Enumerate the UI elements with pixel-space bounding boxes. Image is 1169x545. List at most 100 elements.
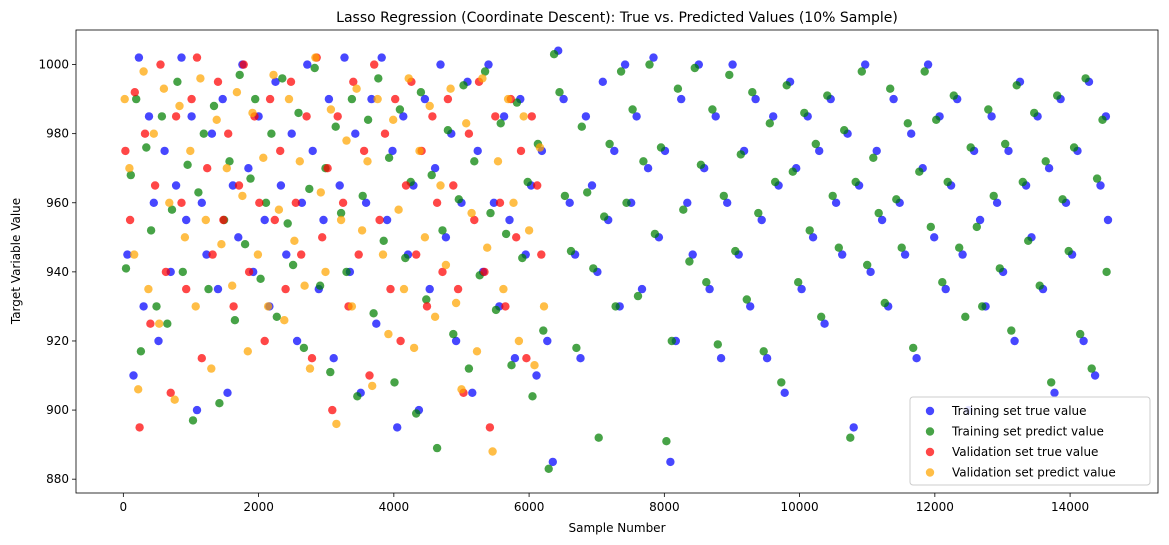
data-point [194, 188, 203, 197]
data-point [197, 354, 206, 363]
data-point [305, 184, 314, 194]
y-tick-label: 960 [46, 196, 69, 210]
data-point [1010, 336, 1019, 346]
data-point [889, 94, 898, 104]
data-point [1087, 364, 1096, 373]
data-point [299, 343, 309, 353]
data-point [300, 281, 309, 290]
data-point [441, 260, 451, 270]
data-point [594, 433, 603, 442]
data-point [386, 284, 395, 294]
data-point [702, 278, 711, 287]
data-point [620, 60, 630, 69]
data-point [583, 188, 592, 197]
data-point [123, 250, 132, 259]
data-point [711, 112, 720, 121]
data-point [762, 354, 772, 363]
data-point [144, 284, 153, 294]
data-point [514, 336, 524, 346]
data-point [886, 84, 895, 93]
data-point [251, 94, 260, 104]
data-point [178, 267, 187, 277]
data-point [342, 267, 351, 277]
data-point [849, 423, 858, 432]
data-point [152, 302, 161, 311]
data-point [1004, 146, 1013, 156]
data-point [1001, 139, 1010, 149]
data-point [260, 215, 269, 225]
data-point [276, 181, 286, 190]
data-point [329, 354, 338, 363]
data-point [581, 112, 591, 121]
data-point [354, 250, 363, 259]
data-point [203, 164, 212, 173]
data-point [318, 233, 327, 242]
data-point [373, 94, 382, 104]
data-point [349, 77, 358, 87]
data-point [234, 181, 244, 190]
data-point [201, 215, 210, 225]
data-point [182, 215, 191, 225]
x-tick-label: 4000 [379, 500, 410, 514]
data-point [415, 146, 424, 156]
data-point [1030, 108, 1039, 118]
data-point [331, 122, 340, 131]
data-point [425, 101, 434, 111]
data-point [1103, 215, 1113, 225]
data-point [811, 139, 820, 149]
data-point [1081, 74, 1090, 83]
data-point [861, 60, 870, 69]
data-point [1090, 371, 1100, 380]
data-point [409, 343, 419, 353]
data-point [280, 316, 289, 325]
data-point [146, 319, 155, 328]
data-point [987, 112, 996, 121]
data-point [156, 60, 165, 69]
data-point [713, 340, 722, 349]
data-point [662, 437, 671, 446]
data-point [323, 164, 332, 173]
series-3 [120, 53, 549, 456]
data-point [748, 88, 757, 97]
data-point [685, 257, 694, 266]
data-point [930, 233, 939, 242]
data-point [566, 246, 576, 256]
data-point [436, 60, 445, 69]
data-point [253, 250, 263, 259]
data-point [788, 167, 797, 176]
data-point [961, 312, 970, 321]
data-point [892, 195, 901, 204]
data-point [363, 157, 372, 166]
data-point [840, 126, 849, 135]
data-point [225, 157, 234, 166]
data-point [1098, 115, 1107, 125]
data-point [539, 302, 549, 311]
data-point [336, 208, 346, 218]
data-point [422, 302, 432, 311]
data-point [401, 181, 411, 190]
data-point [278, 74, 287, 83]
data-point [281, 284, 290, 294]
data-point [126, 170, 135, 180]
y-tick-label: 920 [46, 334, 69, 348]
data-point [633, 291, 643, 301]
data-point [1092, 174, 1102, 183]
data-point [422, 295, 431, 304]
data-point [1044, 164, 1054, 173]
data-point [544, 464, 553, 473]
data-point [857, 67, 866, 76]
data-point [757, 215, 766, 225]
data-point [1053, 91, 1062, 100]
data-point [228, 281, 237, 290]
data-point [171, 181, 181, 190]
data-point [589, 264, 598, 273]
data-point [877, 215, 887, 225]
data-point [144, 112, 154, 121]
data-point [805, 226, 814, 235]
data-point [159, 84, 169, 93]
data-point [248, 108, 257, 118]
data-point [204, 284, 213, 294]
data-point [395, 105, 405, 114]
chart-title: Lasso Regression (Coordinate Descent): T… [336, 10, 898, 26]
legend-marker [925, 447, 935, 457]
